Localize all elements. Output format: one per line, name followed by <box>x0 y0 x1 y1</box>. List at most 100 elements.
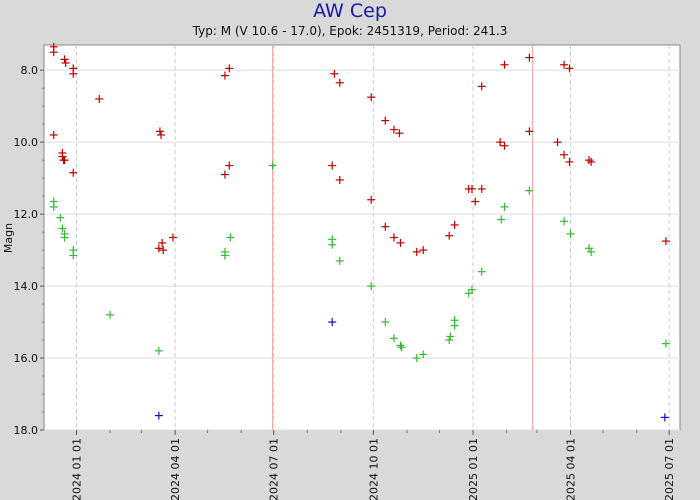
green-data-point <box>367 282 376 291</box>
red-data-point <box>154 244 163 253</box>
red-data-point <box>560 150 569 159</box>
red-data-point <box>49 48 58 57</box>
x-tick-label: 2025 04 01 <box>565 438 578 500</box>
red-data-point <box>445 231 454 240</box>
green-data-point <box>58 224 67 233</box>
red-data-point <box>381 116 390 125</box>
green-data-point <box>328 240 337 249</box>
chart-title: AW Cep <box>313 0 387 22</box>
green-data-point <box>397 343 406 352</box>
green-data-point <box>220 251 229 260</box>
red-data-point <box>419 246 428 255</box>
red-data-point <box>69 168 78 177</box>
red-data-point <box>159 246 168 255</box>
red-data-point <box>500 60 509 69</box>
y-axis-label: Magn <box>2 223 15 253</box>
red-data-point <box>500 141 509 150</box>
x-tick-label: 2024 10 01 <box>367 438 380 500</box>
red-data-point <box>381 222 390 231</box>
red-data-point <box>69 69 78 78</box>
red-data-point <box>450 220 459 229</box>
axes: 8.0 10.0 12.0 14.0 16.0 18.0 2024 01 01 2024 04… <box>14 64 677 500</box>
green-data-point <box>661 339 670 348</box>
x-tick-label: 2024 04 01 <box>169 438 182 500</box>
x-tick-label: 2024 01 01 <box>71 438 84 500</box>
red-data-point <box>471 197 480 206</box>
green-data-point <box>500 202 509 211</box>
green-data-point <box>446 332 455 341</box>
red-data-point <box>396 238 405 247</box>
red-data-point <box>60 55 69 64</box>
y-tick-label: 8.0 <box>21 64 39 77</box>
red-data-point <box>553 138 562 147</box>
y-tick-label: 12.0 <box>14 208 39 221</box>
y-tick-label: 14.0 <box>14 280 39 293</box>
x-tick-label: 2024 07 01 <box>268 438 281 500</box>
green-data-point <box>268 161 277 170</box>
red-data-point <box>565 157 574 166</box>
red-data-point <box>367 93 376 102</box>
blue-data-point <box>660 413 669 422</box>
red-data-point <box>587 157 596 166</box>
green-data-point <box>566 229 575 238</box>
red-data-point <box>525 53 534 62</box>
green-data-point <box>69 251 78 260</box>
green-data-point <box>106 310 115 319</box>
red-data-point <box>61 58 70 67</box>
red-data-point <box>157 130 166 139</box>
green-data-point <box>419 350 428 359</box>
green-data-point <box>396 341 405 350</box>
data-points <box>49 42 670 422</box>
green-data-point <box>587 247 596 256</box>
red-data-point <box>565 64 574 73</box>
red-data-point <box>335 175 344 184</box>
max-markers <box>272 45 534 430</box>
red-data-point <box>467 184 476 193</box>
red-data-point <box>60 156 69 165</box>
red-data-point <box>220 71 229 80</box>
y-tick-label: 10.0 <box>14 136 39 149</box>
red-data-point <box>330 69 339 78</box>
green-data-point <box>154 346 163 355</box>
green-data-point <box>450 321 459 330</box>
red-data-point <box>158 238 167 247</box>
chart-subtitle: Typ: M (V 10.6 - 17.0), Epok: 2451319, P… <box>192 24 508 38</box>
red-data-point <box>220 170 229 179</box>
x-tick-label: 2025 07 01 <box>663 438 676 500</box>
red-data-point <box>477 82 486 91</box>
red-data-point <box>389 125 398 134</box>
y-tick-label: 18.0 <box>14 424 39 437</box>
green-data-point <box>497 215 506 224</box>
green-data-point <box>389 334 398 343</box>
red-data-point <box>496 138 505 147</box>
x-tick-label: 2025 01 01 <box>467 438 480 500</box>
green-data-point <box>525 186 534 195</box>
green-data-point <box>412 354 421 363</box>
green-data-point <box>60 233 69 242</box>
red-data-point <box>168 233 177 242</box>
green-data-point <box>560 217 569 226</box>
red-data-point <box>560 60 569 69</box>
red-data-point <box>225 161 234 170</box>
green-data-point <box>49 202 58 211</box>
green-data-point <box>445 336 454 345</box>
red-data-point <box>395 129 404 138</box>
red-data-point <box>225 64 234 73</box>
red-data-point <box>389 233 398 242</box>
red-data-point <box>525 127 534 136</box>
red-data-point <box>367 195 376 204</box>
red-data-point <box>412 247 421 256</box>
green-data-point <box>226 233 235 242</box>
grid <box>44 45 680 431</box>
plot-area <box>43 44 681 431</box>
green-data-point <box>467 285 476 294</box>
green-data-point <box>381 318 390 327</box>
blue-data-point <box>154 411 163 420</box>
red-data-point <box>328 161 337 170</box>
red-data-point <box>661 237 670 246</box>
red-data-point <box>49 130 58 139</box>
blue-data-point <box>328 318 337 327</box>
green-data-point <box>335 256 344 265</box>
red-data-point <box>335 78 344 87</box>
